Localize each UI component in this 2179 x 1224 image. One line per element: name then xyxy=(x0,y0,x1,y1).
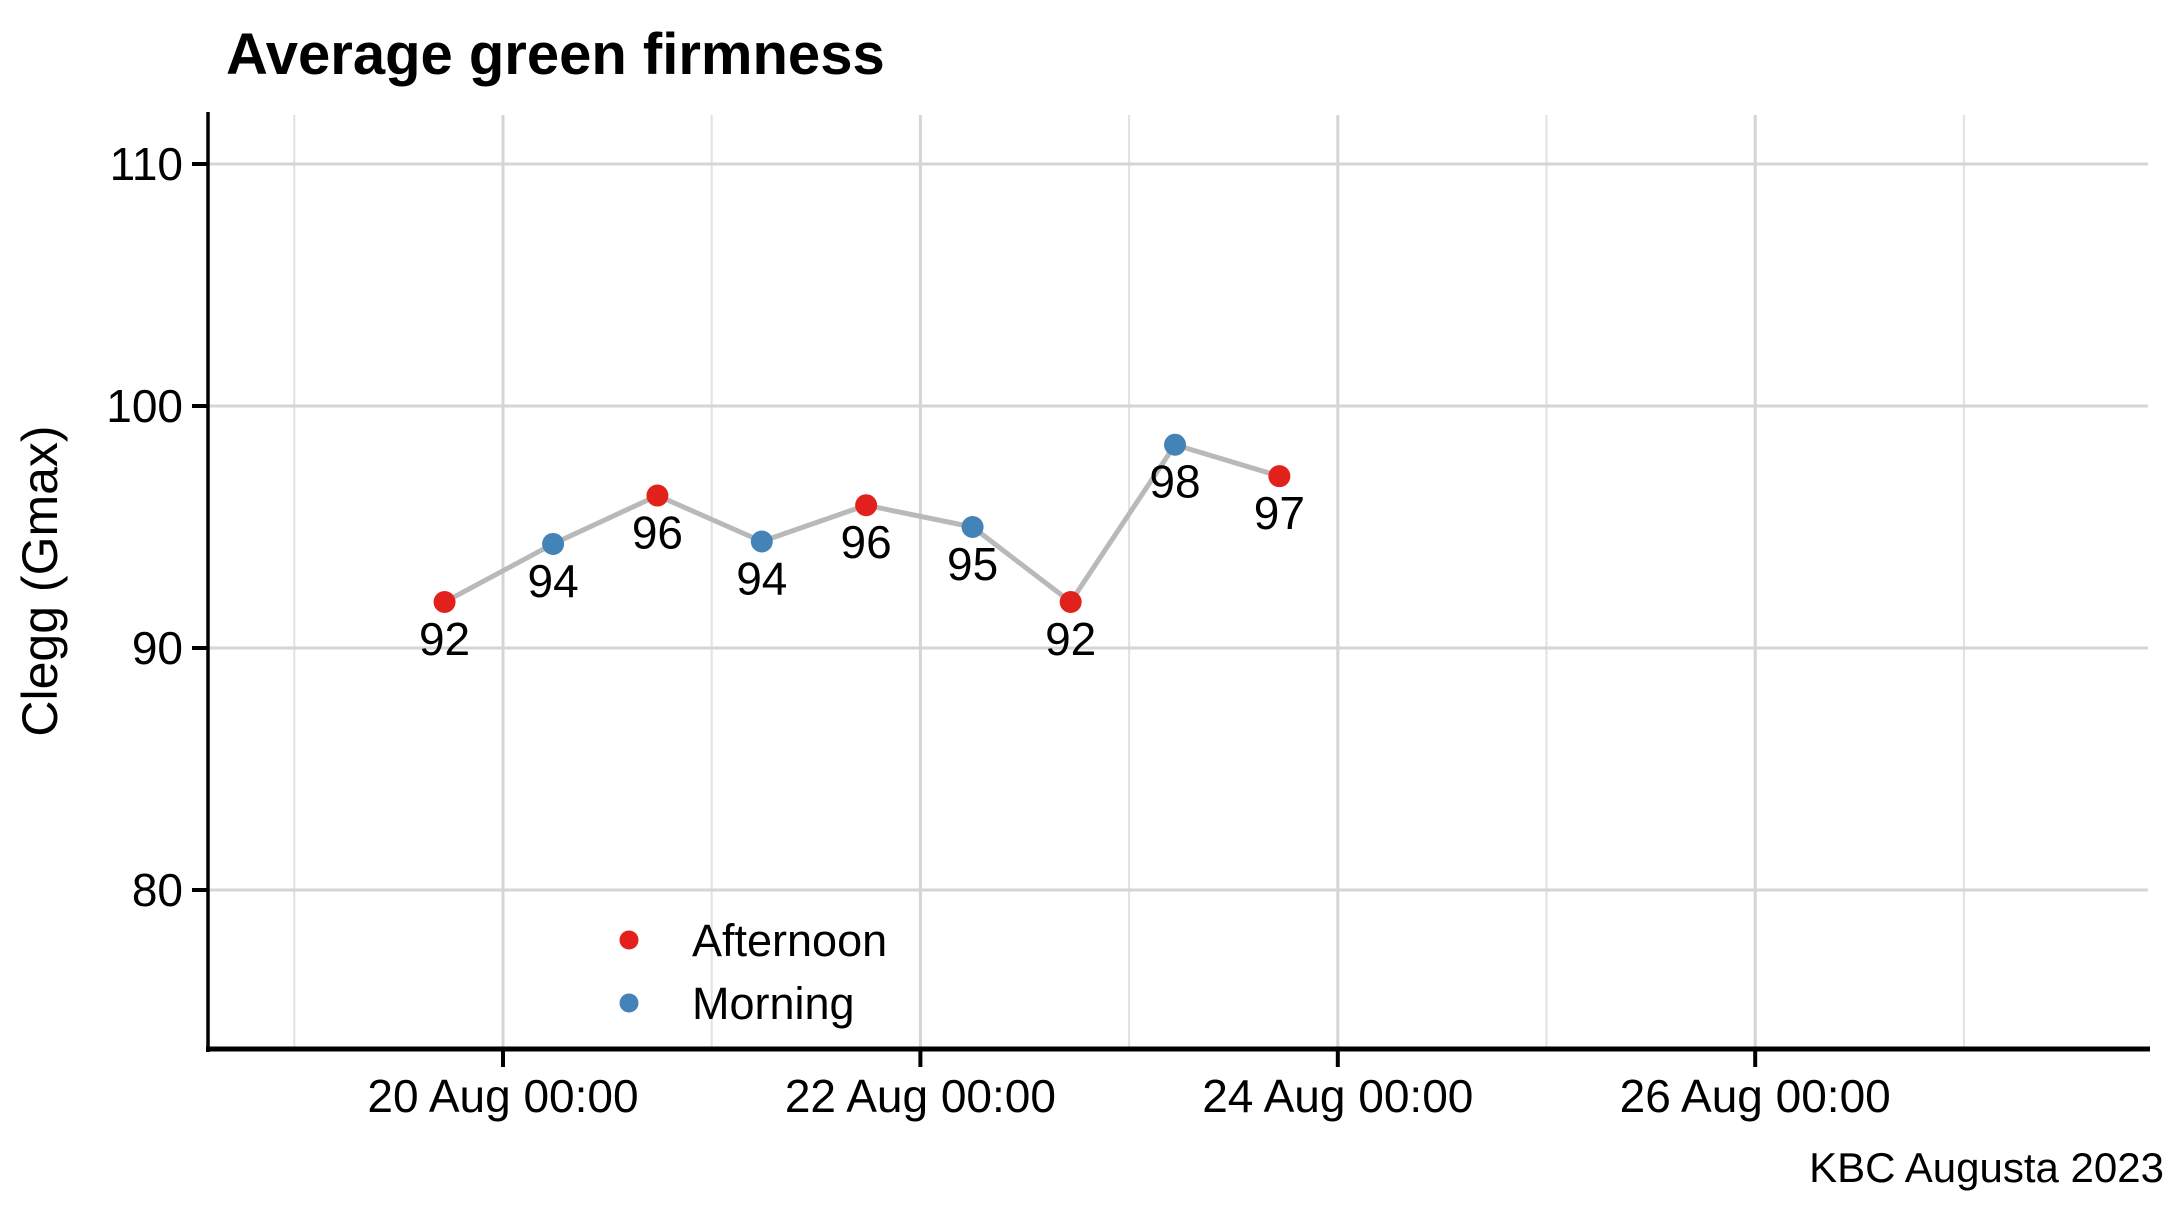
x-tick-label: 22 Aug 00:00 xyxy=(785,1070,1056,1122)
grid-major xyxy=(208,115,2148,1050)
point-value-label: 96 xyxy=(841,516,892,568)
data-points xyxy=(433,433,1291,614)
x-tick-label: 20 Aug 00:00 xyxy=(367,1070,638,1122)
data-point-morning xyxy=(542,532,565,555)
point-value-label: 94 xyxy=(736,553,787,605)
data-point-afternoon xyxy=(855,494,878,517)
legend-swatch-afternoon xyxy=(619,930,639,950)
y-tick-label: 110 xyxy=(110,138,183,190)
tick-labels: 20 Aug 00:00 22 Aug 00:00 24 Aug 00:00 26 A… xyxy=(106,138,1891,1122)
data-point-morning xyxy=(750,530,773,553)
data-point-afternoon xyxy=(1268,465,1291,488)
grid-minor xyxy=(293,115,1965,1050)
data-point-morning xyxy=(1164,433,1187,456)
y-axis-title: Clegg (Gmax) xyxy=(12,425,68,736)
point-value-label: 98 xyxy=(1149,456,1200,508)
data-point-afternoon xyxy=(1059,591,1082,614)
legend: Afternoon Morning xyxy=(619,915,887,1029)
point-value-label: 95 xyxy=(947,538,998,590)
legend-swatch-morning xyxy=(619,993,639,1013)
legend-label-afternoon: Afternoon xyxy=(692,915,887,966)
point-labels: 92 94 96 94 96 95 92 98 97 xyxy=(419,456,1305,665)
x-tick-label: 26 Aug 00:00 xyxy=(1620,1070,1891,1122)
y-tick-label: 100 xyxy=(106,380,183,432)
chart-title: Average green firmness xyxy=(226,22,885,87)
y-tick-label: 90 xyxy=(132,622,183,674)
caption: KBC Augusta 2023 xyxy=(1809,1144,2164,1191)
point-value-label: 97 xyxy=(1254,487,1305,539)
point-value-label: 96 xyxy=(632,507,683,559)
point-value-label: 92 xyxy=(419,613,470,665)
legend-label-morning: Morning xyxy=(692,978,855,1029)
axes xyxy=(192,112,2150,1067)
point-value-label: 94 xyxy=(528,555,579,607)
data-point-afternoon xyxy=(646,484,669,507)
point-value-label: 92 xyxy=(1045,613,1096,665)
data-point-afternoon xyxy=(433,591,456,614)
x-tick-label: 24 Aug 00:00 xyxy=(1202,1070,1473,1122)
data-point-morning xyxy=(961,516,984,538)
y-tick-label: 80 xyxy=(132,864,183,916)
